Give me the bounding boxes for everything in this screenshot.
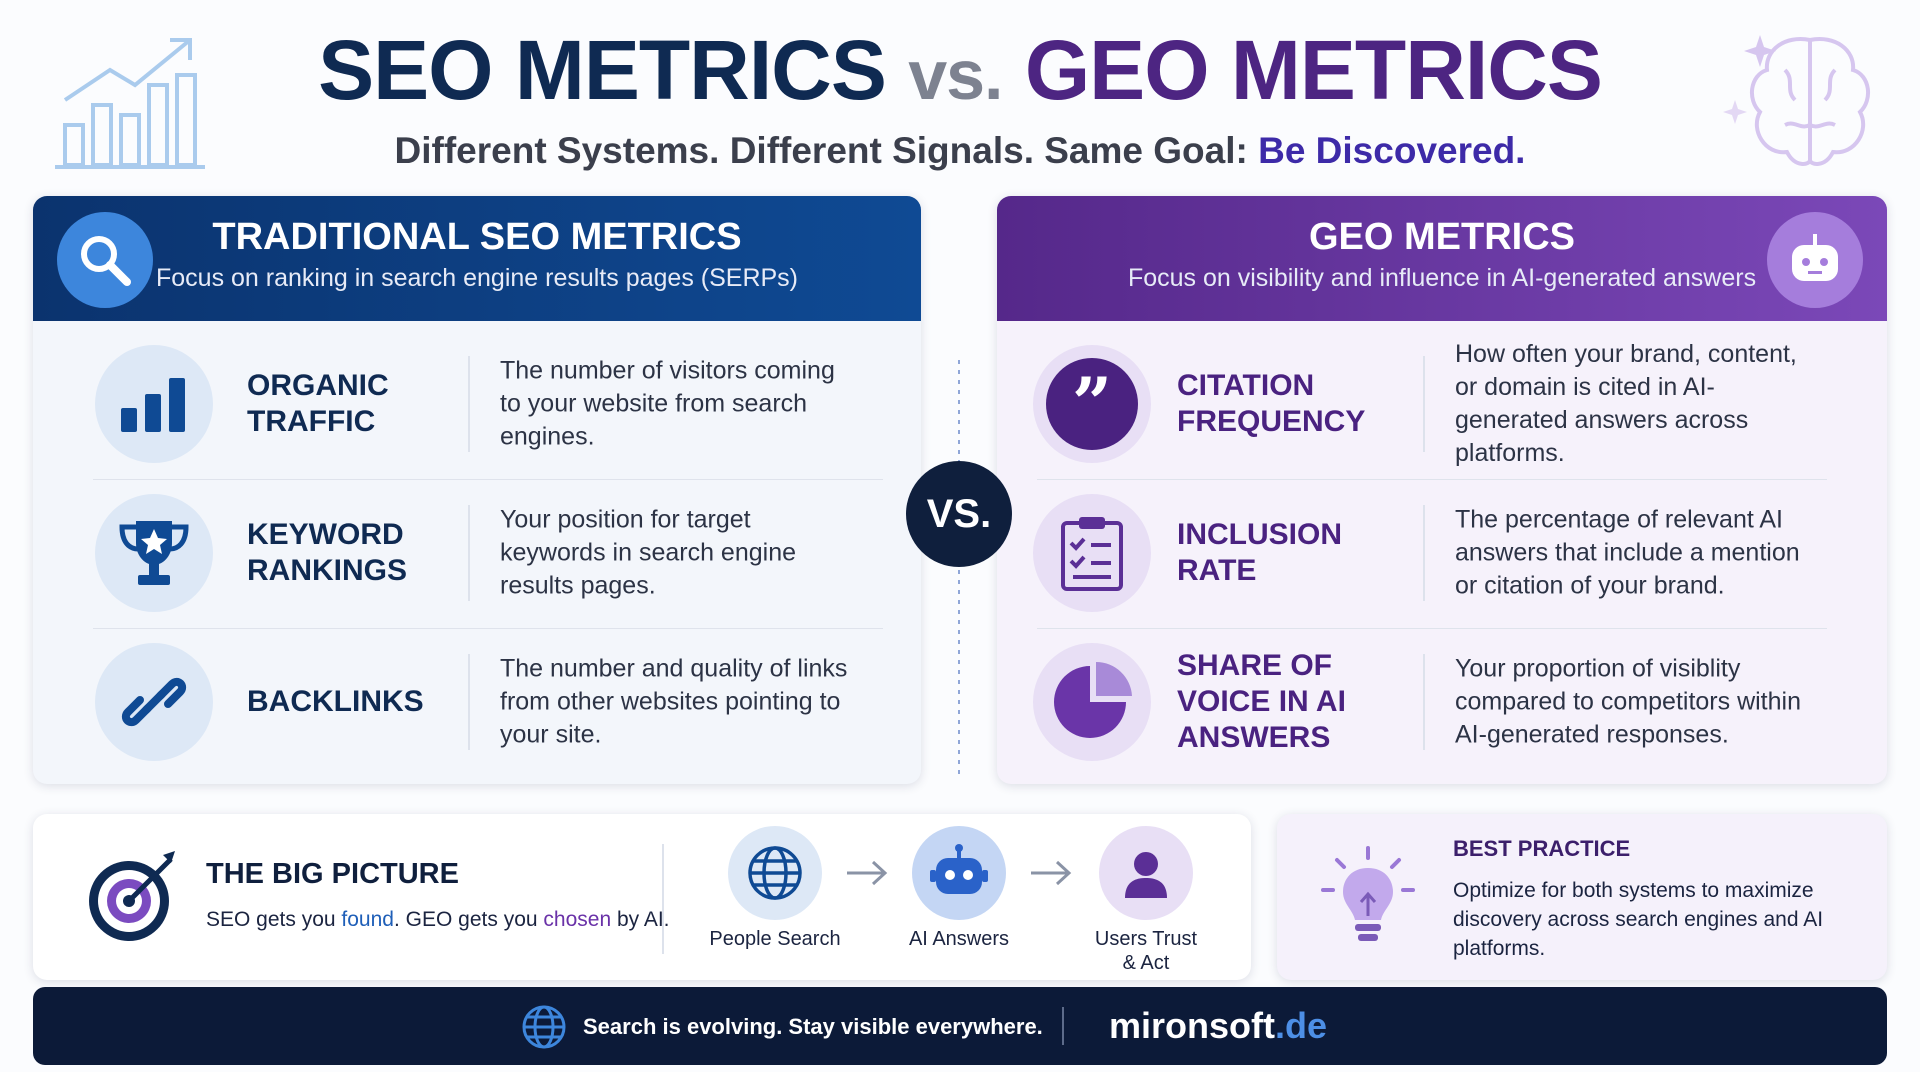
divider xyxy=(468,654,470,750)
globe-icon xyxy=(522,1005,566,1049)
chart-icon xyxy=(55,38,205,169)
target-icon xyxy=(89,851,175,941)
step-icon xyxy=(912,826,1006,920)
title-vs: vs. xyxy=(908,36,1003,114)
metric-name: ORGANIC TRAFFIC xyxy=(247,369,389,438)
flow-arrow xyxy=(1029,858,1073,893)
metric-description: How often your brand, content, or domain… xyxy=(1455,340,1797,467)
metric-name: SHARE OF VOICE IN AI ANSWERS xyxy=(1177,649,1346,754)
geo-panel: GEO METRICS Focus on visibility and infl… xyxy=(997,196,1887,784)
footer-brand: mironsoft.de xyxy=(1109,1005,1327,1047)
text-chosen: chosen xyxy=(543,908,612,931)
geo-subtitle: Focus on visibility and influence in AI-… xyxy=(1127,264,1757,292)
bulb-icon xyxy=(1321,846,1415,941)
seo-header: TRADITIONAL SEO METRICS Focus on ranking… xyxy=(33,196,921,321)
big-picture-text: SEO gets you found. GEO gets you chosen … xyxy=(206,908,670,932)
footer-tagline: Search is evolving. Stay visible everywh… xyxy=(583,1014,1043,1039)
geo-header: GEO METRICS Focus on visibility and infl… xyxy=(997,196,1887,321)
metric-icon xyxy=(95,494,213,612)
metric-icon: ” xyxy=(1033,345,1151,463)
search-icon xyxy=(57,212,153,308)
metric-description: The number and quality of links from oth… xyxy=(500,654,848,749)
divider xyxy=(662,844,664,954)
divider xyxy=(1423,356,1425,452)
subtitle: Different Systems. Different Signals. Sa… xyxy=(0,130,1920,172)
metric-name: BACKLINKS xyxy=(247,685,424,718)
flow-arrow xyxy=(845,858,889,893)
step-icon xyxy=(728,826,822,920)
big-picture-title: THE BIG PICTURE xyxy=(206,858,459,890)
seo-panel: TRADITIONAL SEO METRICS Focus on ranking… xyxy=(33,196,921,784)
bot-icon xyxy=(1767,212,1863,308)
divider xyxy=(1423,654,1425,750)
metric-description: Your position for target keywords in sea… xyxy=(500,505,796,600)
metric-description: The number of visitors coming to your we… xyxy=(500,356,835,451)
divider xyxy=(468,356,470,452)
metric-icon xyxy=(95,643,213,761)
brand-tld: .de xyxy=(1275,1005,1328,1046)
title-seo: SEO METRICS xyxy=(318,23,887,117)
best-practice-card: BEST PRACTICE Optimize for both systems … xyxy=(1277,814,1887,980)
row-separator xyxy=(93,628,883,629)
subtitle-text: Different Systems. Different Signals. Sa… xyxy=(394,130,1248,171)
geo-title: GEO METRICS xyxy=(1308,216,1576,258)
footer: Search is evolving. Stay visible everywh… xyxy=(33,987,1887,1065)
metric-icon xyxy=(1033,494,1151,612)
best-practice-text: Optimize for both systems to maximize di… xyxy=(1453,879,1824,960)
row-separator xyxy=(1037,628,1827,629)
metric-name: CITATION FREQUENCY xyxy=(1177,369,1366,438)
divider xyxy=(1423,505,1425,601)
seo-title: TRADITIONAL SEO METRICS xyxy=(212,216,742,258)
metric-icon xyxy=(1033,643,1151,761)
row-separator xyxy=(93,479,883,480)
step-label: AI Answers xyxy=(908,928,1010,950)
text: . GEO gets you xyxy=(393,908,538,931)
subtitle-highlight: Be Discovered. xyxy=(1258,130,1526,171)
step-icon xyxy=(1099,826,1193,920)
vs-line xyxy=(958,360,960,780)
metric-description: The percentage of relevant AI answers th… xyxy=(1455,505,1800,600)
text: SEO gets you xyxy=(206,908,336,931)
metric-icon xyxy=(95,345,213,463)
metric-description: Your proportion of visiblity compared to… xyxy=(1455,654,1801,749)
vs-badge: VS. xyxy=(906,461,1012,567)
main-title: SEO METRICS vs. GEO METRICS xyxy=(0,22,1920,119)
row-separator xyxy=(1037,479,1827,480)
best-practice-title: BEST PRACTICE xyxy=(1453,836,1631,861)
text: by AI. xyxy=(616,908,670,931)
title-geo: GEO METRICS xyxy=(1024,23,1603,117)
divider xyxy=(468,505,470,601)
metric-name: KEYWORD RANKINGS xyxy=(247,518,408,587)
step-label: People Search xyxy=(709,928,841,950)
metric-name: INCLUSION RATE xyxy=(1177,518,1342,587)
big-picture-card: THE BIG PICTURE SEO gets you found. GEO … xyxy=(33,814,1251,980)
footer-divider xyxy=(1062,1007,1064,1045)
seo-subtitle: Focus on ranking in search engine result… xyxy=(156,264,798,292)
text-found: found xyxy=(341,908,394,931)
brand: mironsoft xyxy=(1109,1005,1275,1046)
brain-icon xyxy=(1723,35,1870,166)
step-label: Users Trust & Act xyxy=(1094,928,1198,974)
svg-text:”: ” xyxy=(1072,362,1112,445)
